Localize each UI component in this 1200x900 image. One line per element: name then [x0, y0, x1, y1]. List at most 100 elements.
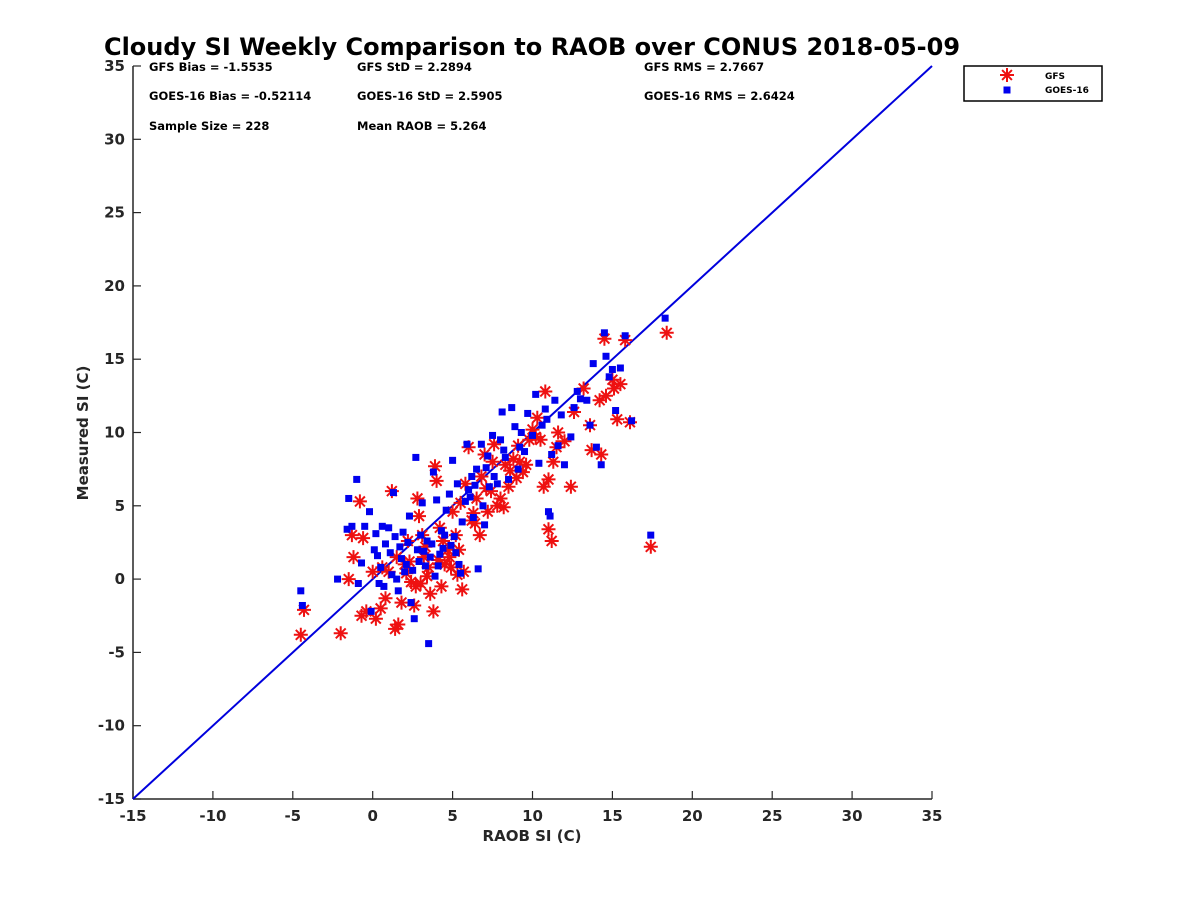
goes-16-point	[505, 475, 513, 483]
stat-sample-size: Sample Size = 228	[149, 119, 269, 133]
goes-16-point	[409, 566, 417, 574]
gfs-point	[546, 454, 561, 469]
gfs-point	[373, 601, 388, 616]
gfs-point	[530, 410, 545, 425]
legend-gfs-label: GFS	[1045, 72, 1065, 82]
goes-16-point	[380, 582, 388, 590]
goes-16-point	[378, 522, 386, 530]
goes-16-point	[447, 541, 455, 549]
goes-16-point	[423, 537, 431, 545]
goes-16-point	[401, 568, 409, 576]
goes-16-point	[361, 522, 369, 530]
gfs-point	[533, 432, 548, 447]
y-tick-label: 5	[115, 497, 125, 515]
goes-16-point	[417, 531, 425, 539]
legend: GFS GOES-16	[963, 65, 1103, 102]
goes-16-point	[442, 506, 450, 514]
goes-16-point	[457, 569, 465, 577]
gfs-point	[498, 457, 513, 472]
goes-16-point	[394, 587, 402, 595]
gfs-point	[389, 550, 404, 565]
goes-16-point	[517, 429, 525, 436]
goes-16-point	[524, 409, 532, 417]
legend-gfs-marker	[1000, 68, 1014, 82]
x-tick-label: 10	[522, 807, 543, 825]
gfs-point	[453, 495, 468, 510]
gfs-point	[493, 491, 508, 506]
gfs-point	[576, 381, 591, 396]
goes-16-point	[532, 390, 540, 398]
y-tick-label: 35	[104, 57, 125, 75]
gfs-point	[293, 627, 308, 642]
goes-16-point	[388, 571, 396, 579]
goes-16-point	[583, 396, 591, 404]
stat-goes-std: GOES-16 StD = 2.5905	[357, 89, 502, 103]
goes-16-point	[514, 465, 522, 473]
gfs-point	[584, 443, 599, 458]
gfs-point	[378, 591, 393, 606]
goes-16-point	[410, 615, 418, 623]
goes-16-point	[407, 599, 415, 607]
goes-16-point	[458, 518, 466, 526]
goes-16-point	[498, 408, 506, 416]
goes-16-point	[544, 508, 552, 516]
gfs-point	[501, 479, 516, 494]
goes-16-point	[546, 512, 554, 520]
goes-16-point	[477, 440, 485, 448]
goes-16-point	[354, 579, 362, 587]
y-tick-label: 25	[104, 204, 125, 222]
goes-16-point	[469, 514, 477, 522]
x-tick-label: -15	[119, 807, 146, 825]
goes-16-point	[608, 365, 616, 373]
legend-goes-label: GOES-16	[1045, 86, 1089, 96]
gfs-point	[431, 553, 446, 567]
goes-16-point	[482, 464, 490, 472]
goes-16-point	[548, 450, 556, 458]
goes-16-point	[353, 475, 361, 483]
gfs-point	[444, 560, 458, 575]
goes-16-point	[489, 431, 497, 439]
y-tick-label: 10	[104, 424, 125, 442]
stat-goes-bias: GOES-16 Bias = -0.52114	[149, 89, 311, 103]
gfs-point	[346, 550, 361, 565]
goes-16-point	[453, 480, 461, 488]
gfs-point	[469, 491, 484, 506]
goes-16-point	[343, 525, 351, 533]
goes-16-point	[413, 546, 421, 554]
gfs-point	[599, 388, 613, 403]
gfs-point	[506, 451, 521, 466]
x-tick-label: 15	[602, 807, 623, 825]
goes-16-point	[391, 533, 399, 541]
goes-16-point	[511, 423, 519, 431]
y-tick-label: 30	[104, 130, 125, 148]
gfs-point	[496, 500, 511, 515]
gfs-point	[408, 579, 423, 594]
gfs-point	[503, 463, 518, 478]
goes-16-point	[461, 497, 469, 505]
gfs-point	[490, 498, 505, 513]
gfs-point	[515, 465, 530, 480]
goes-16-point	[463, 440, 471, 448]
goes-16-point	[484, 452, 492, 460]
series-gfs	[293, 325, 674, 642]
goes-16-point	[479, 502, 487, 510]
goes-16-point	[621, 332, 629, 340]
gfs-point	[426, 604, 441, 619]
goes-16-point	[431, 572, 439, 580]
goes-16-point	[298, 601, 306, 609]
gfs-point	[368, 611, 383, 626]
goes-16-point	[393, 575, 401, 583]
gfs-point	[597, 331, 612, 346]
goes-16-point	[429, 468, 437, 476]
goes-16-point	[373, 552, 381, 560]
goes-16-point	[661, 314, 669, 322]
goes-16-point	[481, 521, 489, 529]
y-tick-label: 15	[104, 350, 125, 368]
y-tick-label: -10	[98, 717, 125, 735]
goes-16-point	[412, 453, 420, 461]
goes-16-point	[529, 431, 536, 439]
goes-16-point	[428, 540, 436, 548]
gfs-point	[474, 469, 489, 484]
gfs-point	[466, 506, 481, 521]
gfs-point	[541, 522, 556, 537]
